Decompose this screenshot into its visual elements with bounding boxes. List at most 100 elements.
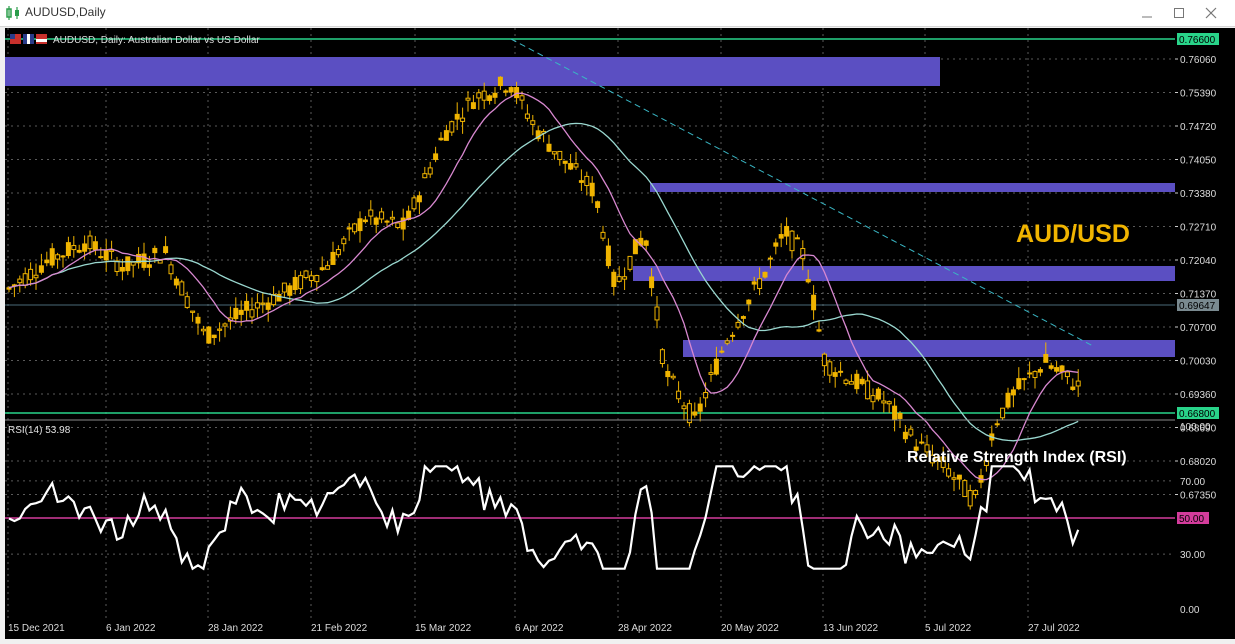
time-tick-label: 28 Apr 2022	[618, 623, 672, 634]
rsi-level-tag-text: 50.00	[1179, 514, 1204, 525]
time-tick-label: 13 Jun 2022	[823, 623, 878, 634]
candle-body	[211, 334, 217, 339]
candle-body	[908, 428, 914, 436]
candle-body	[724, 340, 730, 344]
candle-body	[611, 271, 617, 287]
candle-body	[335, 249, 341, 256]
candle-body	[217, 328, 223, 331]
candle-body	[422, 173, 428, 179]
candle-body	[362, 219, 368, 223]
candle-body	[762, 271, 768, 278]
candle-body	[103, 249, 109, 261]
price-ticks: 0.76060 0.75390 0.74720 0.74050 0.73380 0.727…	[1175, 55, 1217, 502]
price-tick-label: 0.67350	[1180, 491, 1217, 502]
price-axis[interactable]: 0.76060 0.75390 0.74720 0.74050 0.73380 0.727…	[1175, 28, 1235, 618]
candle-body	[308, 275, 314, 281]
candle-body	[1016, 378, 1022, 390]
candle-body	[254, 302, 260, 309]
candle-body	[519, 95, 525, 101]
candle-body	[400, 217, 406, 230]
symbol-caption: AUDUSD, Daily: Australian Dollar vs US D…	[53, 35, 260, 46]
candle-body	[530, 120, 536, 125]
rsi-tick-label: 30.00	[1180, 550, 1205, 561]
time-tick-label: 15 Dec 2021	[8, 623, 65, 634]
candle-body	[794, 237, 800, 240]
candle-body	[956, 474, 962, 480]
candle-body	[649, 276, 655, 289]
rsi-panel-title: Relative Strength Index (RSI)	[907, 449, 1127, 466]
candle-body	[1043, 354, 1049, 363]
candle-body	[460, 117, 466, 122]
time-tick-label: 27 Jul 2022	[1028, 623, 1080, 634]
candle-body	[125, 256, 131, 272]
high-price-tag	[1177, 33, 1219, 45]
candle-body	[735, 321, 741, 328]
candle-body	[692, 411, 698, 416]
minimize-button[interactable]	[1136, 3, 1158, 23]
candle-body	[368, 209, 374, 217]
candle-body	[55, 254, 61, 260]
price-tick-label: 0.72040	[1180, 256, 1217, 267]
chart-canvas[interactable]: AUDUSD, Daily: Australian Dollar vs US D…	[5, 28, 1175, 618]
rsi-tick-label: 0.00	[1180, 605, 1200, 616]
candle-body	[773, 242, 779, 247]
candle-body	[929, 454, 935, 464]
candle-body	[325, 265, 331, 270]
candle-body	[605, 245, 611, 267]
candle-body	[940, 456, 946, 468]
candle-body	[1000, 407, 1006, 419]
candle-body	[233, 307, 239, 320]
candle-body	[746, 299, 752, 305]
price-tick-label: 0.69360	[1180, 390, 1217, 401]
candle-body	[173, 278, 179, 286]
candle-body	[244, 300, 250, 311]
candle-body	[508, 87, 514, 93]
candle-body	[492, 92, 498, 98]
fast-moving-average-line	[8, 92, 1079, 481]
candle-body	[875, 388, 881, 400]
candle-body	[821, 353, 827, 367]
candle-body	[681, 405, 687, 410]
candle-body	[109, 249, 115, 252]
candle-body	[1010, 389, 1016, 396]
candle-body	[973, 490, 979, 495]
support-zone	[683, 340, 1175, 357]
time-axis[interactable]: 15 Dec 2021 6 Jan 2022 28 Jan 2022 21 Feb 2…	[5, 618, 1235, 639]
resistance-zone-top	[5, 57, 940, 86]
candle-body	[595, 201, 601, 208]
candle-body	[1064, 371, 1070, 378]
candle-body	[292, 276, 298, 291]
candle-body	[438, 137, 444, 141]
candle-body	[562, 160, 568, 164]
candle-body	[260, 302, 266, 305]
maximize-button[interactable]	[1168, 3, 1190, 23]
rsi-line	[8, 463, 1080, 571]
candle-body	[276, 293, 282, 302]
candle-body	[778, 234, 784, 239]
candle-body	[1005, 392, 1011, 408]
high-price-tag-text: 0.76600	[1179, 35, 1216, 46]
candle-body	[665, 370, 671, 378]
candle-body	[298, 275, 304, 290]
candle-body	[584, 175, 590, 187]
rsi-tick-label: 70.00	[1180, 477, 1205, 488]
candle-body	[654, 306, 660, 321]
candle-body	[238, 309, 244, 315]
candle-body	[919, 441, 925, 444]
time-tick-label: 21 Feb 2022	[311, 623, 368, 634]
candle-body	[1070, 386, 1076, 390]
candle-body	[886, 401, 892, 405]
candle-body	[524, 113, 530, 119]
candle-body	[319, 267, 325, 271]
candle-body	[843, 379, 849, 385]
candle-body	[373, 217, 379, 225]
candle-body	[983, 460, 989, 466]
candle-body	[71, 245, 77, 251]
candle-body	[433, 153, 439, 160]
time-tick-label: 6 Apr 2022	[515, 623, 564, 634]
close-button[interactable]	[1200, 3, 1222, 23]
grid-layer	[5, 28, 1175, 618]
chart-app-icon	[6, 6, 19, 20]
candle-body	[195, 316, 201, 324]
candle-body	[827, 361, 833, 376]
